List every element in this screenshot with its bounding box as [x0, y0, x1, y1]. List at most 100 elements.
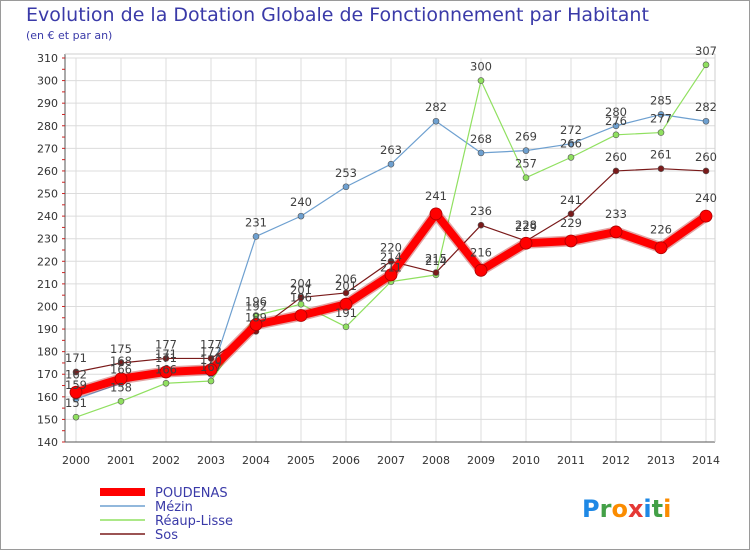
- data-point: [567, 140, 575, 148]
- data-label: 177: [155, 337, 177, 351]
- data-label: 231: [245, 215, 267, 229]
- data-label: 260: [605, 150, 627, 164]
- data-label: 229: [515, 220, 537, 234]
- data-point: [297, 294, 305, 301]
- data-label: 175: [110, 342, 132, 356]
- x-tick-label: 2007: [377, 454, 405, 467]
- data-label: 276: [605, 114, 627, 128]
- data-point: [72, 368, 80, 376]
- data-label: 201: [335, 279, 357, 293]
- data-label: 280: [605, 105, 627, 119]
- data-point: [297, 300, 305, 308]
- data-point: [117, 359, 125, 367]
- proxiti-logo: Proxiti: [582, 495, 671, 523]
- x-tick-label: 2000: [62, 454, 90, 467]
- data-label: 229: [560, 216, 582, 230]
- x-tick-label: 2002: [152, 454, 180, 467]
- data-label: 215: [425, 252, 447, 266]
- data-label: 226: [650, 223, 672, 237]
- data-point: [72, 413, 80, 421]
- x-tick-label: 2011: [557, 454, 585, 467]
- data-label: 266: [560, 136, 582, 150]
- data-point: [432, 269, 440, 276]
- data-label: 158: [110, 380, 132, 394]
- x-tick-label: 2010: [512, 454, 540, 467]
- chart-title: Evolution de la Dotation Globale de Fonc…: [26, 4, 649, 26]
- data-point: [69, 385, 83, 399]
- y-tick-label: 240: [37, 210, 58, 223]
- y-tick-label: 200: [37, 300, 58, 313]
- data-label: 260: [695, 150, 717, 164]
- data-point: [207, 355, 215, 362]
- data-point: [204, 363, 218, 377]
- data-label: 307: [695, 44, 717, 58]
- data-label: 171: [65, 351, 87, 365]
- legend-label: Mézin: [155, 500, 193, 515]
- y-tick-label: 290: [37, 97, 58, 110]
- data-point: [249, 318, 263, 331]
- data-point: [612, 131, 620, 139]
- data-label: 171: [155, 351, 177, 365]
- data-label: 285: [650, 93, 672, 107]
- data-label: 191: [335, 306, 357, 320]
- legend-label: POUDENAS: [155, 486, 228, 501]
- y-tick-label: 210: [37, 278, 58, 291]
- data-point: [387, 257, 395, 265]
- data-label: 171: [155, 347, 177, 361]
- data-point: [519, 236, 533, 250]
- data-point: [339, 297, 353, 311]
- data-label: 300: [470, 60, 492, 74]
- data-label: 214: [380, 250, 402, 264]
- data-label: 168: [110, 354, 132, 368]
- data-label: 166: [110, 362, 132, 376]
- data-label: 162: [65, 367, 87, 381]
- data-point: [702, 117, 710, 125]
- data-label: 166: [155, 362, 177, 376]
- data-label: 257: [515, 157, 537, 171]
- data-point: [162, 379, 170, 387]
- data-label: 272: [560, 123, 582, 137]
- data-label: 261: [650, 148, 672, 162]
- data-point: [567, 210, 575, 218]
- x-tick-label: 2004: [242, 454, 270, 467]
- data-point: [252, 233, 260, 240]
- x-tick-label: 2006: [332, 454, 360, 467]
- data-label: 201: [290, 283, 312, 297]
- data-point: [342, 289, 350, 297]
- data-point: [609, 225, 623, 239]
- data-label: 282: [425, 100, 447, 114]
- y-tick-label: 160: [37, 391, 58, 404]
- data-point: [342, 183, 350, 191]
- y-tick-label: 140: [37, 436, 58, 449]
- data-label: 211: [380, 261, 402, 275]
- data-label: 151: [65, 396, 87, 410]
- data-point: [477, 221, 485, 229]
- data-label: 233: [605, 207, 627, 221]
- data-point: [567, 154, 575, 161]
- data-label: 282: [695, 100, 717, 114]
- data-point: [657, 165, 665, 172]
- data-label: 220: [380, 240, 402, 254]
- data-point: [342, 323, 350, 331]
- y-tick-label: 170: [37, 368, 58, 381]
- y-tick-label: 310: [37, 52, 58, 65]
- data-point: [657, 111, 665, 118]
- data-point: [522, 147, 530, 154]
- data-label: 214: [425, 254, 447, 268]
- data-point: [612, 167, 620, 175]
- data-point: [429, 207, 443, 221]
- data-label: 170: [200, 353, 222, 367]
- data-label: 263: [380, 143, 402, 157]
- y-tick-label: 180: [37, 346, 58, 359]
- data-label: 216: [470, 245, 492, 259]
- data-label: 204: [290, 276, 312, 290]
- chart-subtitle: (en € et par an): [26, 29, 113, 42]
- x-tick-label: 2005: [287, 454, 315, 467]
- data-label: 172: [200, 345, 222, 359]
- y-tick-label: 220: [37, 255, 58, 268]
- data-label: 269: [515, 130, 537, 144]
- data-label: 206: [335, 272, 357, 286]
- data-point: [564, 234, 578, 248]
